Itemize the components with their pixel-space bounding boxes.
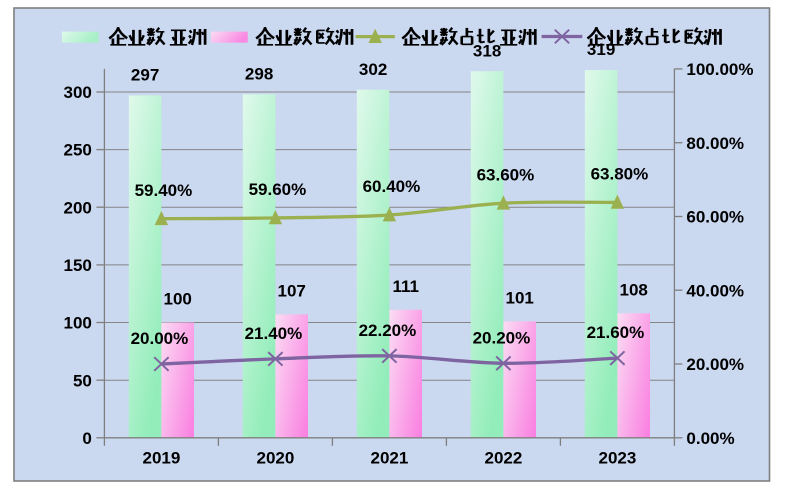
svg-text:200: 200 <box>64 198 92 217</box>
svg-text:40.00%: 40.00% <box>686 281 744 300</box>
svg-text:63.60%: 63.60% <box>477 165 535 184</box>
svg-text:21.60%: 21.60% <box>587 323 645 342</box>
svg-text:59.40%: 59.40% <box>135 181 193 200</box>
svg-text:107: 107 <box>278 282 306 301</box>
svg-text:111: 111 <box>392 277 419 296</box>
svg-text:100: 100 <box>164 290 192 309</box>
svg-text:20.00%: 20.00% <box>686 355 744 374</box>
svg-text:302: 302 <box>359 60 387 79</box>
svg-text:22.20%: 22.20% <box>359 321 417 340</box>
svg-text:2021: 2021 <box>370 448 408 467</box>
svg-text:108: 108 <box>620 280 648 299</box>
svg-text:60.00%: 60.00% <box>686 208 744 227</box>
svg-text:0.00%: 0.00% <box>686 429 734 448</box>
svg-text:80.00%: 80.00% <box>686 134 744 153</box>
svg-text:101: 101 <box>506 289 534 308</box>
svg-text:2019: 2019 <box>142 448 180 467</box>
svg-text:298: 298 <box>245 64 273 83</box>
svg-text:2020: 2020 <box>256 448 294 467</box>
svg-text:0: 0 <box>82 429 91 448</box>
svg-text:300: 300 <box>64 83 92 102</box>
svg-text:20.00%: 20.00% <box>131 329 189 348</box>
svg-text:60.40%: 60.40% <box>363 177 421 196</box>
svg-text:59.60%: 59.60% <box>249 180 307 199</box>
svg-text:20.20%: 20.20% <box>473 328 531 347</box>
svg-text:63.80%: 63.80% <box>591 165 649 184</box>
svg-text:21.40%: 21.40% <box>245 324 303 343</box>
svg-text:100: 100 <box>64 314 92 333</box>
svg-text:2022: 2022 <box>484 448 522 467</box>
svg-text:250: 250 <box>64 141 92 160</box>
svg-text:100.00%: 100.00% <box>686 60 753 79</box>
svg-text:297: 297 <box>131 66 159 85</box>
svg-text:150: 150 <box>64 256 92 275</box>
svg-text:50: 50 <box>73 371 92 390</box>
svg-text:2023: 2023 <box>598 448 636 467</box>
svg-text:318: 318 <box>473 41 501 60</box>
